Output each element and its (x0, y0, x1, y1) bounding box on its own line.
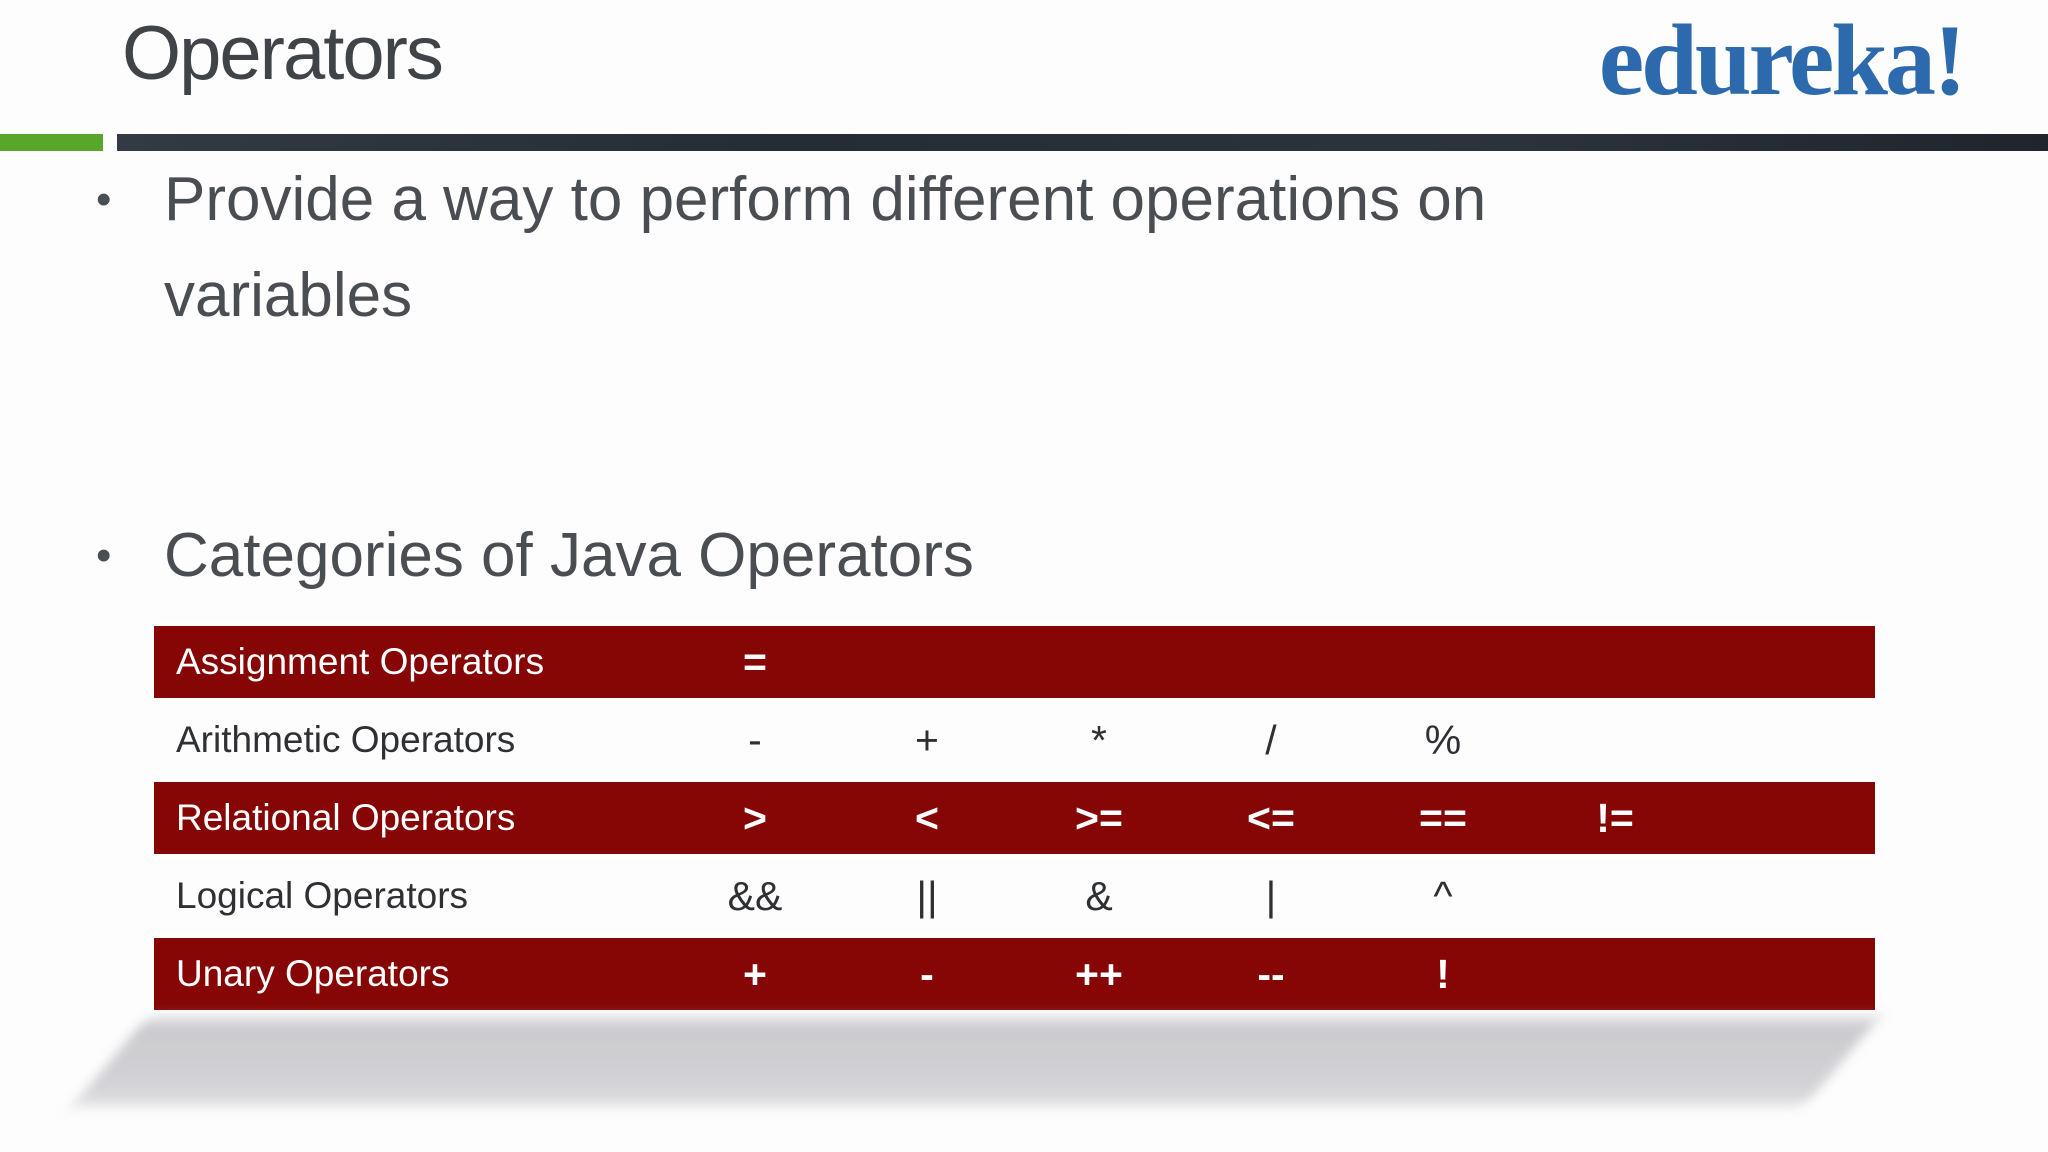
table-row-unary: Unary Operators + - ++ -- ! (154, 935, 1875, 1013)
operator-symbol: && (727, 872, 783, 919)
bullet-icon: • (96, 175, 112, 224)
row-label: Assignment Operators (176, 641, 545, 682)
operator-symbol: != (1596, 794, 1634, 841)
divider-dark-bar (117, 134, 2048, 151)
operator-symbol: ! (1436, 950, 1450, 997)
bullet-text-categories: Categories of Java Operators (164, 521, 974, 590)
page-title: Operators (122, 11, 444, 96)
operator-symbol: <= (1247, 794, 1295, 841)
table-row-assignment: Assignment Operators = (154, 623, 1875, 701)
table-row-arithmetic: Arithmetic Operators - + * / % (154, 701, 1875, 779)
bullet-icon: • (96, 531, 112, 580)
table-row-logical: Logical Operators && || & | ^ (154, 857, 1875, 935)
operator-symbol: > (743, 794, 767, 841)
operator-symbol: % (1424, 716, 1462, 763)
bullet-item-categories: • Categories of Java Operators (96, 508, 1896, 604)
operator-symbol: ++ (1075, 950, 1123, 997)
row-label: Relational Operators (176, 797, 516, 838)
table-row-relational: Relational Operators > < >= <= == != (154, 779, 1875, 857)
operator-symbol: / (1265, 716, 1277, 763)
operator-symbol: + (743, 950, 767, 997)
row-label: Unary Operators (176, 953, 450, 994)
operator-symbol: + (915, 716, 939, 763)
operators-table: Assignment Operators = Arithmetic Operat… (154, 623, 1875, 1013)
operator-symbol: | (1265, 872, 1277, 919)
operator-symbol: || (916, 872, 938, 919)
row-label: Logical Operators (176, 875, 469, 916)
operator-symbol: - (748, 716, 762, 763)
operator-symbol: & (1085, 872, 1113, 919)
operator-symbol: == (1419, 794, 1467, 841)
operator-symbol: = (743, 638, 767, 685)
edureka-logo: edureka! (1598, 4, 1967, 117)
divider-green-segment (0, 134, 103, 151)
row-label: Arithmetic Operators (176, 719, 516, 760)
table-drop-shadow (72, 1019, 1879, 1105)
bullet-text-intro: Provide a way to perform different opera… (164, 165, 1487, 330)
operator-symbol: ^ (1433, 872, 1453, 919)
bullet-item-intro: • Provide a way to perform different ope… (96, 152, 1896, 344)
operator-symbol: * (1091, 716, 1107, 763)
operator-symbol: - (920, 950, 934, 997)
operator-symbol: >= (1075, 794, 1123, 841)
operator-symbol: < (915, 794, 939, 841)
operator-symbol: -- (1257, 950, 1285, 997)
